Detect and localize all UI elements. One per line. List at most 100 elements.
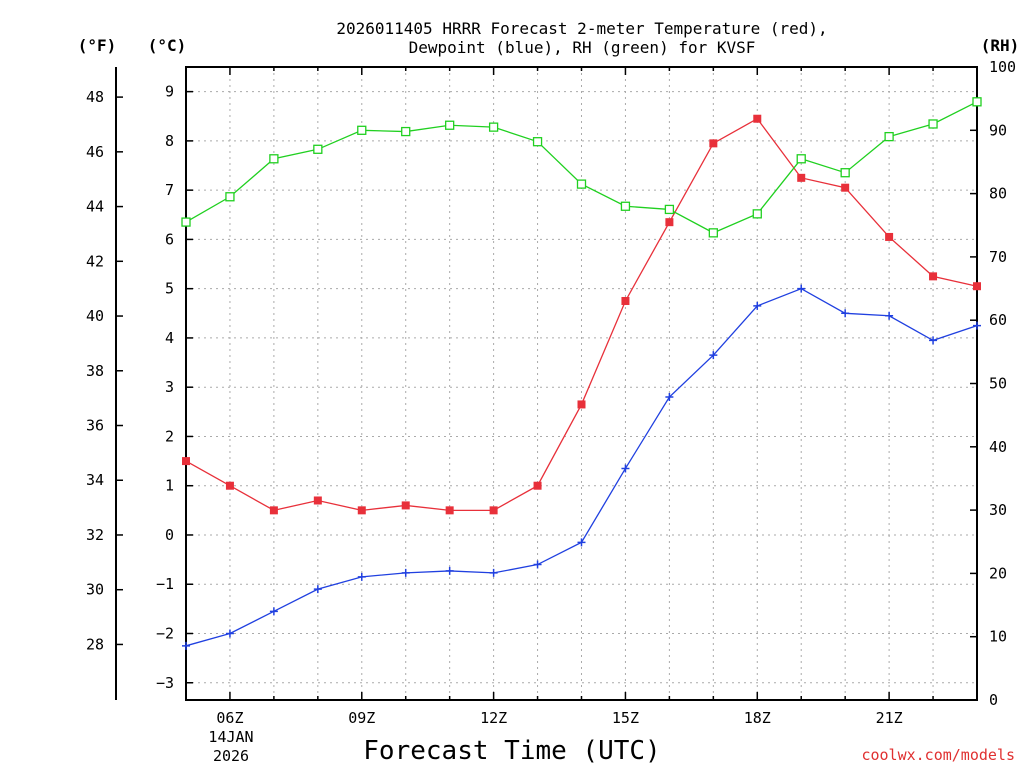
temperature-point <box>357 506 366 515</box>
fahrenheit-tick-label: 44 <box>86 198 104 216</box>
fahrenheit-tick-label: 40 <box>86 307 104 325</box>
rh-point <box>488 122 499 132</box>
dewpoint-point <box>621 464 630 473</box>
x-tick-label: 12Z <box>480 709 507 727</box>
rh-point <box>532 137 543 147</box>
celsius-tick-label: 2 <box>165 427 174 445</box>
temperature-point <box>797 173 806 182</box>
rh-point <box>269 154 279 164</box>
series-layer <box>181 97 982 650</box>
temperature-point <box>709 139 718 148</box>
dewpoint-point <box>357 572 366 581</box>
rh-tick-label: 20 <box>989 564 1007 582</box>
date-label-day: 14JAN <box>208 728 253 746</box>
rh-tick-label: 90 <box>989 121 1007 139</box>
rh-unit-label: (RH) <box>981 36 1020 55</box>
dewpoint-point <box>797 284 806 293</box>
fahrenheit-tick-label: 38 <box>86 362 104 380</box>
rh-tick-label: 50 <box>989 375 1007 393</box>
rh-point <box>884 131 894 142</box>
dewpoint-point <box>753 301 762 310</box>
dewpoint-point <box>665 393 674 402</box>
rh-tick-label: 100 <box>989 58 1016 76</box>
rh-point <box>181 217 191 227</box>
rh-point <box>357 125 367 135</box>
temperature-point <box>621 296 630 305</box>
celsius-tick-label: 9 <box>165 83 174 101</box>
temperature-point <box>841 183 850 192</box>
dewpoint-point <box>533 560 542 569</box>
rh-tick-label: 60 <box>989 311 1007 329</box>
fahrenheit-tick-label: 36 <box>86 417 104 435</box>
dewpoint-point <box>929 336 938 345</box>
rh-point <box>401 126 411 137</box>
celsius-tick-label: −1 <box>156 575 174 593</box>
celsius-tick-label: 6 <box>165 230 174 248</box>
temperature-point <box>313 496 322 505</box>
fahrenheit-tick-label: 28 <box>86 635 104 653</box>
fahrenheit-tick-label: 48 <box>86 88 104 106</box>
temperature-point <box>182 457 190 466</box>
credit-text: coolwx.com/models <box>861 746 1015 764</box>
temperature-point <box>577 400 586 409</box>
date-label-year: 2026 <box>213 747 249 765</box>
celsius-tick-label: 0 <box>165 526 174 544</box>
fahrenheit-tick-label: 46 <box>86 143 104 161</box>
rh-tick-label: 70 <box>989 248 1007 266</box>
celsius-tick-label: 4 <box>165 329 174 347</box>
celsius-tick-label: 3 <box>165 378 174 396</box>
x-tick-label: 09Z <box>348 709 375 727</box>
dewpoint-point <box>709 351 718 360</box>
temperature-point <box>533 481 542 490</box>
fahrenheit-tick-label: 32 <box>86 526 104 544</box>
temperature-point <box>401 501 410 510</box>
axes: −3−2−10123456789283032343638404244464801… <box>86 58 1016 727</box>
celsius-tick-label: −2 <box>156 624 174 642</box>
rh-tick-label: 80 <box>989 185 1007 203</box>
rh-point <box>225 192 235 202</box>
temperature-point <box>269 506 278 515</box>
dewpoint-point <box>182 641 190 650</box>
rh-point <box>620 201 631 211</box>
rh-point <box>445 120 455 130</box>
dewpoint-point <box>269 607 278 616</box>
rh-tick-label: 0 <box>989 691 998 709</box>
rh-tick-label: 40 <box>989 438 1007 456</box>
x-axis-title: Forecast Time (UTC) <box>363 736 660 766</box>
rh-point <box>576 179 587 189</box>
rh-point <box>664 204 675 215</box>
rh-point <box>928 119 938 129</box>
rh-point <box>708 228 718 238</box>
chart-title-line2: Dewpoint (blue), RH (green) for KVSF <box>409 38 756 57</box>
temperature-point <box>973 282 981 291</box>
dewpoint-point <box>489 568 498 577</box>
fahrenheit-tick-label: 42 <box>86 252 104 270</box>
celsius-tick-label: 7 <box>165 181 174 199</box>
rh-point <box>752 209 762 219</box>
fahrenheit-tick-label: 30 <box>86 581 104 599</box>
celsius-tick-label: −3 <box>156 674 174 692</box>
dewpoint-line <box>185 287 978 647</box>
dewpoint-point <box>401 568 410 577</box>
celsius-unit-label: (°C) <box>148 36 187 55</box>
fahrenheit-unit-label: (°F) <box>78 36 117 55</box>
rh-point <box>313 144 323 154</box>
temperature-point <box>225 481 234 490</box>
celsius-tick-label: 8 <box>165 132 174 150</box>
temperature-point <box>885 232 894 241</box>
temperature-point <box>445 506 454 515</box>
x-tick-label: 15Z <box>612 709 639 727</box>
x-tick-label: 21Z <box>876 709 903 727</box>
rh-point <box>796 154 806 164</box>
dewpoint-point <box>445 566 454 575</box>
temperature-point <box>489 506 498 515</box>
temperature-point <box>753 114 762 123</box>
fahrenheit-tick-label: 34 <box>86 471 104 489</box>
chart-title-line1: 2026011405 HRRR Forecast 2-meter Tempera… <box>336 19 827 38</box>
dewpoint-point <box>225 629 234 638</box>
rh-point <box>840 168 850 178</box>
dewpoint-point <box>577 538 586 547</box>
celsius-tick-label: 5 <box>165 280 174 298</box>
dewpoint-point <box>841 309 850 318</box>
